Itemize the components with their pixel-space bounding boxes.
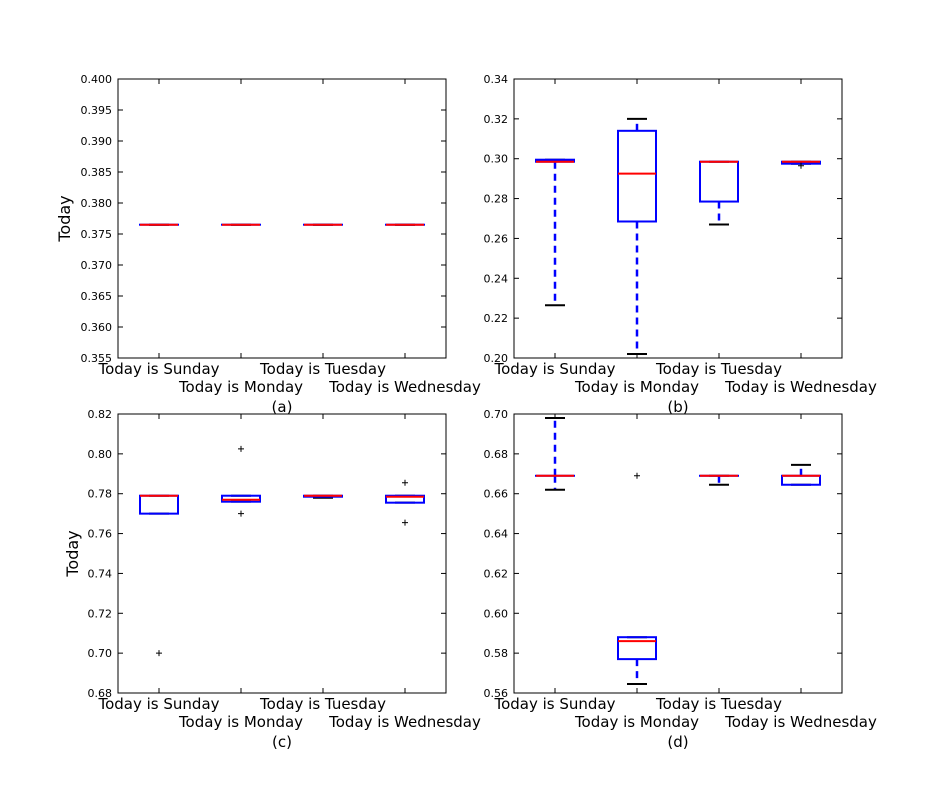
- x-category-label: Today is Sunday: [97, 360, 219, 378]
- y-tick-label: 0.74: [88, 567, 113, 580]
- y-tick-label: 0.375: [81, 228, 113, 241]
- x-category-label: Today is Sunday: [493, 695, 615, 713]
- outlier-point: [156, 650, 162, 656]
- panel-label: (a): [272, 398, 293, 416]
- box-4: [386, 480, 424, 526]
- panel-label: (d): [667, 733, 688, 751]
- x-category-label: Today is Monday: [178, 713, 303, 731]
- y-axis-label: Today: [63, 530, 82, 577]
- box-1: [536, 160, 574, 305]
- x-category-label: Today is Wednesday: [328, 378, 481, 396]
- y-tick-label: 0.58: [484, 647, 509, 660]
- x-category-label: Today is Monday: [178, 378, 303, 396]
- y-tick-label: 0.380: [81, 197, 113, 210]
- x-category-label: Today is Wednesday: [724, 713, 877, 731]
- y-tick-label: 0.68: [484, 448, 509, 461]
- y-tick-label: 0.70: [88, 647, 113, 660]
- box-4: [782, 465, 820, 485]
- y-tick-label: 0.78: [88, 488, 113, 501]
- axes-frame: [118, 79, 446, 358]
- iqr-box: [782, 476, 820, 485]
- box-4: [782, 162, 820, 169]
- y-tick-label: 0.62: [484, 567, 509, 580]
- y-tick-label: 0.70: [484, 408, 509, 421]
- box-1: [140, 496, 178, 656]
- y-tick-label: 0.365: [81, 290, 113, 303]
- outlier-point: [402, 480, 408, 486]
- box-2: [222, 446, 260, 517]
- axes-frame: [514, 414, 842, 693]
- outlier-point: [238, 511, 244, 517]
- chart-panel-1: 0.3550.3600.3650.3700.3750.3800.3850.390…: [55, 73, 481, 416]
- y-tick-label: 0.60: [484, 607, 509, 620]
- iqr-box: [618, 131, 656, 222]
- box-3: [700, 476, 738, 485]
- y-tick-label: 0.64: [484, 528, 509, 541]
- y-tick-label: 0.400: [81, 73, 113, 86]
- y-tick-label: 0.360: [81, 321, 113, 334]
- y-tick-label: 0.72: [88, 607, 113, 620]
- x-category-label: Today is Wednesday: [328, 713, 481, 731]
- x-category-label: Today is Sunday: [493, 360, 615, 378]
- box-2: [618, 473, 656, 684]
- y-tick-label: 0.385: [81, 166, 113, 179]
- x-category-label: Today is Sunday: [97, 695, 219, 713]
- y-tick-label: 0.82: [88, 408, 113, 421]
- y-tick-label: 0.28: [484, 193, 509, 206]
- x-category-label: Today is Tuesday: [655, 360, 782, 378]
- outlier-point: [634, 473, 640, 479]
- y-tick-label: 0.32: [484, 113, 509, 126]
- x-category-label: Today is Monday: [574, 378, 699, 396]
- iqr-box: [700, 162, 738, 202]
- y-tick-label: 0.30: [484, 153, 509, 166]
- y-tick-label: 0.26: [484, 232, 509, 245]
- x-category-label: Today is Monday: [574, 713, 699, 731]
- iqr-box: [140, 496, 178, 514]
- x-category-label: Today is Wednesday: [724, 378, 877, 396]
- box-1: [536, 418, 574, 490]
- y-tick-label: 0.395: [81, 104, 113, 117]
- panel-label: (c): [272, 733, 292, 751]
- box-2: [618, 119, 656, 354]
- y-tick-label: 0.80: [88, 448, 113, 461]
- box-3: [304, 496, 342, 498]
- x-category-label: Today is Tuesday: [259, 360, 386, 378]
- y-tick-label: 0.66: [484, 488, 509, 501]
- y-axis-label: Today: [55, 195, 74, 242]
- x-category-label: Today is Tuesday: [655, 695, 782, 713]
- y-tick-label: 0.390: [81, 135, 113, 148]
- y-tick-label: 0.24: [484, 272, 509, 285]
- axes-frame: [118, 414, 446, 693]
- y-tick-label: 0.76: [88, 528, 113, 541]
- axes-frame: [514, 79, 842, 358]
- y-tick-label: 0.22: [484, 312, 509, 325]
- box-3: [700, 162, 738, 225]
- y-tick-label: 0.370: [81, 259, 113, 272]
- outlier-point: [402, 520, 408, 526]
- y-tick-label: 0.34: [484, 73, 509, 86]
- outlier-point: [238, 446, 244, 452]
- x-category-label: Today is Tuesday: [259, 695, 386, 713]
- panel-label: (b): [667, 398, 688, 416]
